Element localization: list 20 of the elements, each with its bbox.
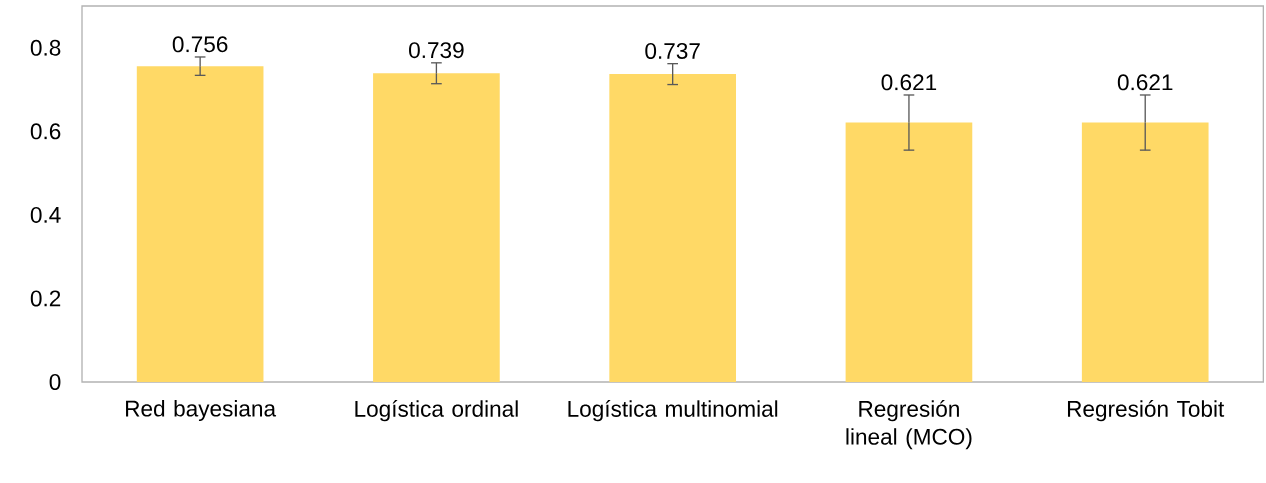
bar: [845, 122, 973, 382]
y-tick-label: 0.2: [30, 290, 61, 307]
bar: [136, 66, 264, 382]
data-label: 0.621: [881, 74, 937, 91]
bar: [1081, 122, 1209, 382]
x-tick-label: Logística multinomial: [568, 400, 778, 422]
data-label: 0.756: [172, 36, 228, 53]
x-tick-label: Logística ordinal: [355, 400, 518, 422]
y-tick-label: 0: [49, 374, 61, 390]
data-label: 0.621: [1117, 74, 1173, 91]
x-tick-label: Red bayesiana: [126, 400, 277, 422]
data-label: 0.739: [409, 42, 464, 59]
y-tick-label: 0.4: [30, 206, 61, 223]
y-tick-label: 0.8: [30, 39, 61, 56]
y-tick-label: 0.6: [30, 123, 61, 140]
bar: [373, 73, 500, 382]
x-tick-label: Regresión Tobit: [1067, 400, 1225, 422]
bar: [609, 74, 737, 382]
x-tick-label: Regresión lineal (MCO): [846, 400, 972, 450]
data-label: 0.737: [645, 42, 700, 59]
